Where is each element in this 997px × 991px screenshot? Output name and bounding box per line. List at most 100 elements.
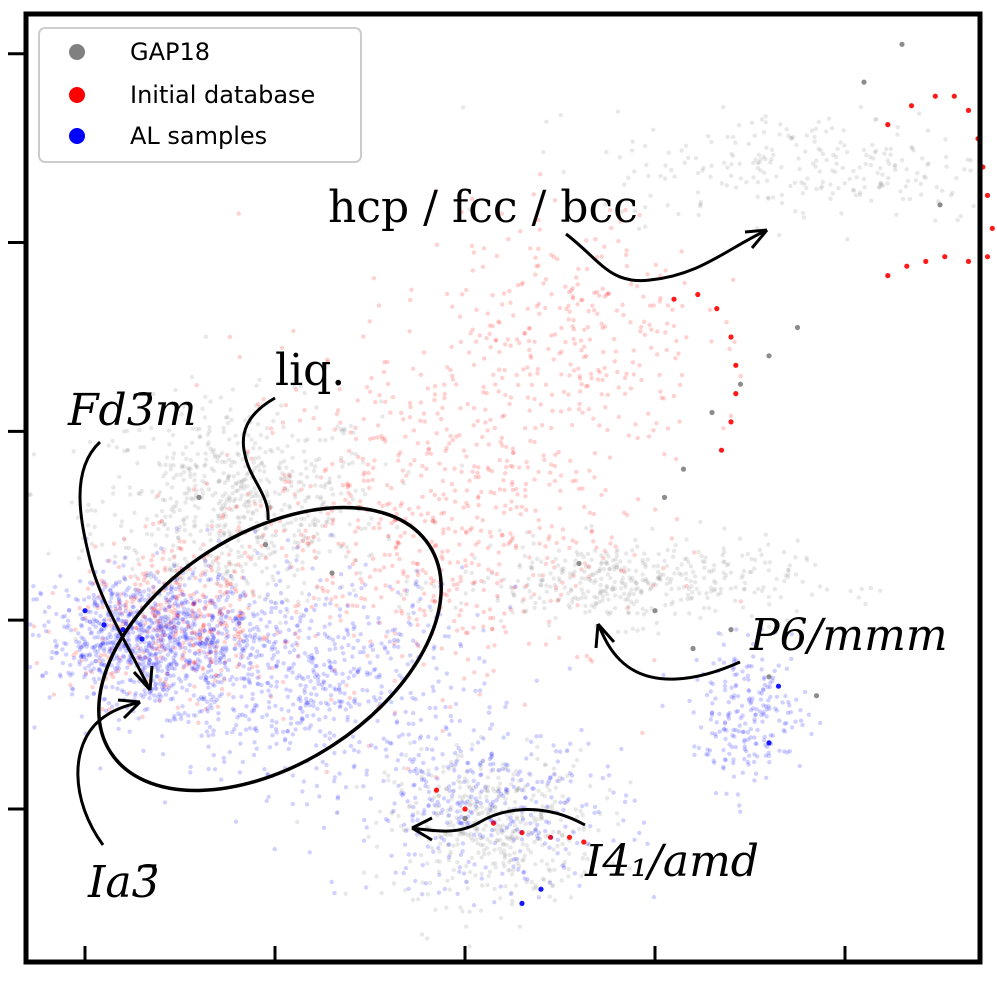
al-samples-point-cloud <box>241 590 247 595</box>
initial-database-point-cloud <box>238 637 243 642</box>
initial-database-point-cloud <box>512 585 517 590</box>
initial-database-point-cloud <box>401 417 406 422</box>
initial-database-point-cloud <box>130 599 135 605</box>
al-samples-point-cloud <box>317 717 322 722</box>
gap18-point-cloud <box>451 765 456 770</box>
initial-database-point-cloud <box>171 634 176 640</box>
al-samples-point-cloud <box>148 605 154 610</box>
gap18-point-cloud <box>507 859 512 865</box>
al-samples-point-cloud <box>115 593 120 598</box>
gap18-point-cloud <box>246 499 251 504</box>
al-samples-point-cloud <box>371 695 377 700</box>
al-samples-point-cloud <box>170 594 175 599</box>
al-samples-point-cloud <box>162 646 167 651</box>
al-samples-point-cloud <box>203 654 209 660</box>
al-samples-point-cloud <box>149 634 154 639</box>
gap18-point-cloud <box>597 599 602 605</box>
al-samples-point-cloud <box>437 872 442 877</box>
gap18-point-cloud <box>505 790 510 796</box>
gap18-point-cloud <box>921 174 927 179</box>
al-samples-point-cloud <box>211 633 216 638</box>
al-samples-point-cloud <box>193 651 198 656</box>
al-samples-point-cloud <box>142 597 148 603</box>
initial-database-point-cloud <box>632 552 637 558</box>
gap18-point-cloud <box>225 544 230 549</box>
al-samples-point-cloud <box>64 588 69 593</box>
al-samples-point-cloud <box>281 729 286 735</box>
gap18-point-cloud <box>460 909 465 914</box>
initial-database-point-cloud <box>407 415 413 420</box>
al-samples-point-cloud <box>38 590 43 596</box>
al-samples-point-cloud <box>249 652 254 658</box>
initial-database-point-cloud <box>234 504 240 509</box>
gap18-point-cloud <box>215 569 220 574</box>
gap18-point-cloud <box>189 404 194 409</box>
al-samples-point-cloud <box>403 709 408 715</box>
gap18-point-cloud <box>767 624 772 630</box>
gap18-point-cloud <box>180 576 185 581</box>
initial-database-point-cloud <box>133 625 139 631</box>
al-samples-point-cloud <box>408 690 413 696</box>
gap18-point-cloud <box>537 573 542 578</box>
gap18-point-cloud <box>626 604 631 609</box>
initial-database-point-cloud <box>658 296 663 301</box>
al-samples-point-cloud <box>225 667 231 673</box>
al-samples-point-cloud <box>179 600 184 605</box>
initial-database-point-cloud <box>522 702 527 707</box>
initial-database-point-cloud <box>184 662 189 667</box>
initial-database-point-cloud <box>152 613 157 618</box>
initial-database-point-cloud <box>599 392 604 397</box>
gap18-point-cloud <box>628 578 633 583</box>
gap18-point-cloud <box>778 122 783 127</box>
al-samples-point-cloud <box>240 759 246 765</box>
gap18-point-cloud <box>698 615 703 620</box>
initial-database-point-cloud <box>281 716 286 722</box>
al-samples-point-cloud <box>98 613 103 619</box>
al-samples-point-cloud <box>282 638 288 643</box>
initial-database-point-cloud <box>445 365 450 370</box>
al-samples-point-cloud <box>114 653 119 658</box>
gap18-point-cloud <box>447 852 453 858</box>
al-samples-point-cloud <box>351 748 357 753</box>
al-samples-point-cloud <box>377 675 382 680</box>
initial-database-point-cloud <box>390 587 395 592</box>
gap18-point-cloud <box>627 591 632 596</box>
gap18-point-cloud <box>835 146 840 151</box>
gap18-point-cloud <box>925 162 930 167</box>
al-samples-point-cloud <box>155 666 161 671</box>
gap18-point-cloud <box>805 176 810 181</box>
al-samples-point-cloud <box>130 630 136 635</box>
gap18-point-cloud <box>665 547 670 553</box>
initial-database-point-cloud <box>161 550 166 555</box>
al-samples-point-cloud <box>432 802 437 808</box>
initial-database-point-cloud <box>71 652 76 658</box>
initial-database-point-cloud <box>521 367 526 372</box>
initial-database-point-cloud <box>325 511 331 516</box>
gap18-point-cloud <box>263 526 268 532</box>
initial-database-point-cloud <box>226 609 231 614</box>
gap18-point-cloud <box>918 181 924 186</box>
initial-database-point-cloud <box>340 594 345 599</box>
al-samples-point-cloud <box>113 636 119 642</box>
al-samples-point-cloud <box>237 617 242 622</box>
al-samples-point-cloud <box>336 699 342 704</box>
gap18-point-cloud <box>851 168 856 174</box>
initial-database-point-cloud <box>738 599 743 604</box>
gap18-point-cloud <box>533 883 538 888</box>
gap18-point-cloud <box>635 585 640 591</box>
initial-database-point-cloud <box>520 280 526 285</box>
gap18-point-cloud <box>580 856 586 861</box>
initial-database-point <box>885 273 891 279</box>
initial-database-point-cloud <box>508 507 513 512</box>
initial-database-point-cloud <box>458 608 464 613</box>
al-samples-point-cloud <box>164 621 169 626</box>
initial-database-point-cloud <box>221 606 227 611</box>
gap18-point-cloud <box>620 581 625 586</box>
al-samples-point-cloud <box>436 803 442 808</box>
initial-database-point-cloud <box>433 775 439 780</box>
gap18-point-cloud <box>163 462 168 467</box>
gap18-point-cloud <box>657 576 662 581</box>
al-samples-point-cloud <box>135 655 140 660</box>
gap18-point-cloud <box>256 455 261 460</box>
